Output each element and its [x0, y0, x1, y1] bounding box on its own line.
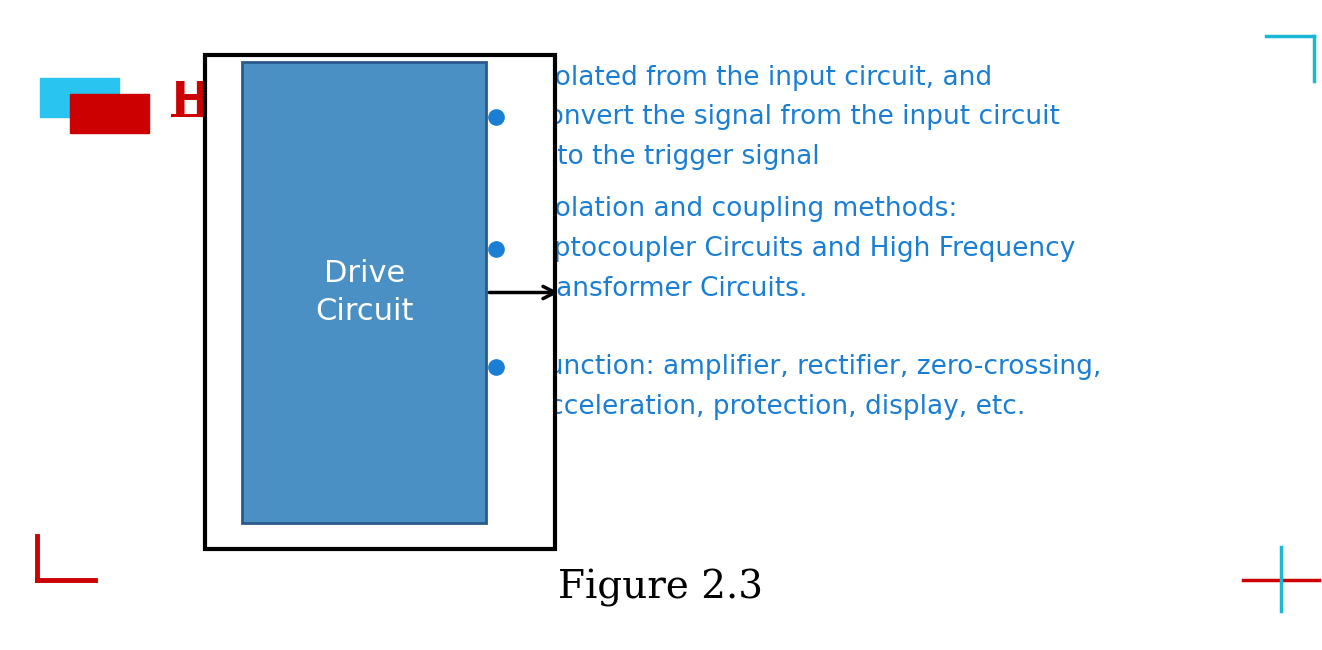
Text: convert the signal from the input circuit: convert the signal from the input circui… [533, 104, 1060, 130]
Text: into the trigger signal: into the trigger signal [533, 144, 820, 170]
Text: acceleration, protection, display, etc.: acceleration, protection, display, etc. [533, 394, 1025, 420]
Bar [40, 78, 119, 117]
Bar [242, 62, 486, 523]
Text: Transformer Circuits.: Transformer Circuits. [533, 276, 808, 302]
Text: Drive
Circuit: Drive Circuit [315, 259, 414, 326]
Text: Isolation and coupling methods:: Isolation and coupling methods: [533, 196, 957, 222]
Bar [205, 55, 555, 549]
Bar [70, 94, 149, 133]
Text: Optocoupler Circuits and High Frequency: Optocoupler Circuits and High Frequency [533, 236, 1075, 262]
Bar [381, 90, 412, 105]
Text: Isolated from the input circuit, and: Isolated from the input circuit, and [533, 65, 992, 91]
Text: HUIMU: HUIMU [172, 79, 342, 122]
Text: Function: amplifier, rectifier, zero-crossing,: Function: amplifier, rectifier, zero-cro… [533, 354, 1101, 380]
Text: Figure 2.3: Figure 2.3 [558, 569, 764, 607]
